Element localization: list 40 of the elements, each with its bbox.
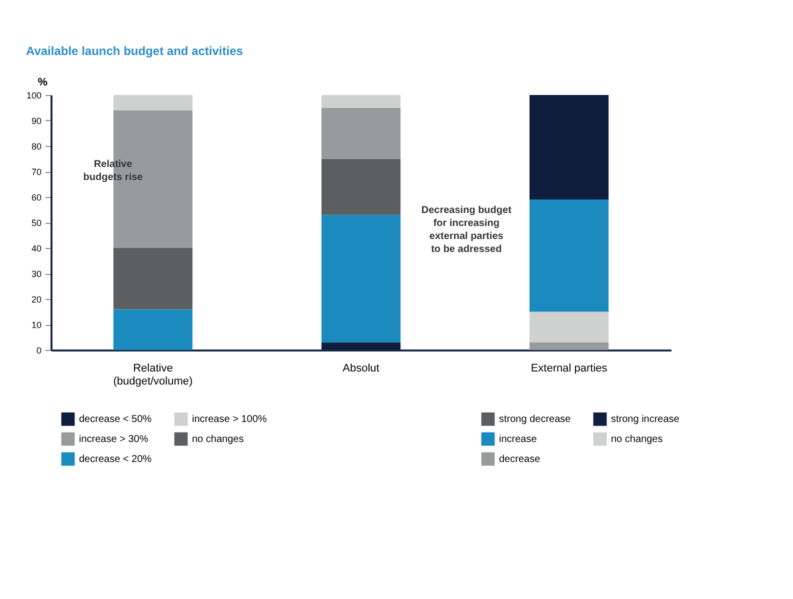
y-tick-label: 100: [26, 90, 42, 100]
legend-label: decrease: [499, 454, 541, 465]
legend-label: no changes: [611, 434, 663, 445]
legend-label: strong increase: [611, 414, 680, 426]
y-tick-label: 60: [31, 192, 42, 202]
bar: [530, 200, 609, 312]
y-axis-title: %: [38, 76, 48, 88]
y-tick-label: 30: [31, 269, 42, 279]
y-tick-label: 50: [31, 218, 42, 228]
y-tick-label: 70: [31, 167, 42, 177]
legend-label: decrease < 50%: [79, 414, 152, 426]
annotation: Decreasing budget for increasing external parties to be adressed: [421, 204, 512, 255]
legend-label: decrease < 20%: [79, 454, 152, 465]
x-tick-label: Absolut: [342, 362, 380, 374]
x-tick-label: External parties: [530, 362, 608, 374]
annotation: Relative budgets rise: [83, 158, 144, 183]
legend-label: strong decrease: [499, 414, 572, 426]
legend-label: increase: [499, 434, 538, 445]
y-tick-label: 0: [36, 346, 42, 356]
bar: [113, 95, 192, 110]
bar: [321, 158, 401, 215]
y-tick-label: 20: [31, 294, 42, 304]
bar: [321, 214, 401, 342]
bar: [113, 309, 192, 350]
legend-label: no changes: [192, 434, 244, 445]
legend-label: increase > 30%: [79, 434, 148, 445]
y-tick-label: 80: [31, 142, 42, 152]
y-tick-label: 40: [31, 244, 42, 254]
y-tick-label: 10: [31, 320, 42, 330]
bar: [530, 312, 609, 342]
bar: [530, 95, 609, 200]
bar: [530, 342, 609, 350]
x-tick-label: Relative (budget/volume): [113, 362, 193, 388]
bar: [321, 108, 401, 159]
bar: [113, 248, 192, 310]
bar: [321, 95, 401, 108]
y-tick-label: 90: [31, 116, 42, 126]
bar: [321, 342, 401, 350]
chart-title: Available launch budget and activities: [26, 44, 244, 58]
legend-label: increase > 100%: [192, 414, 267, 426]
